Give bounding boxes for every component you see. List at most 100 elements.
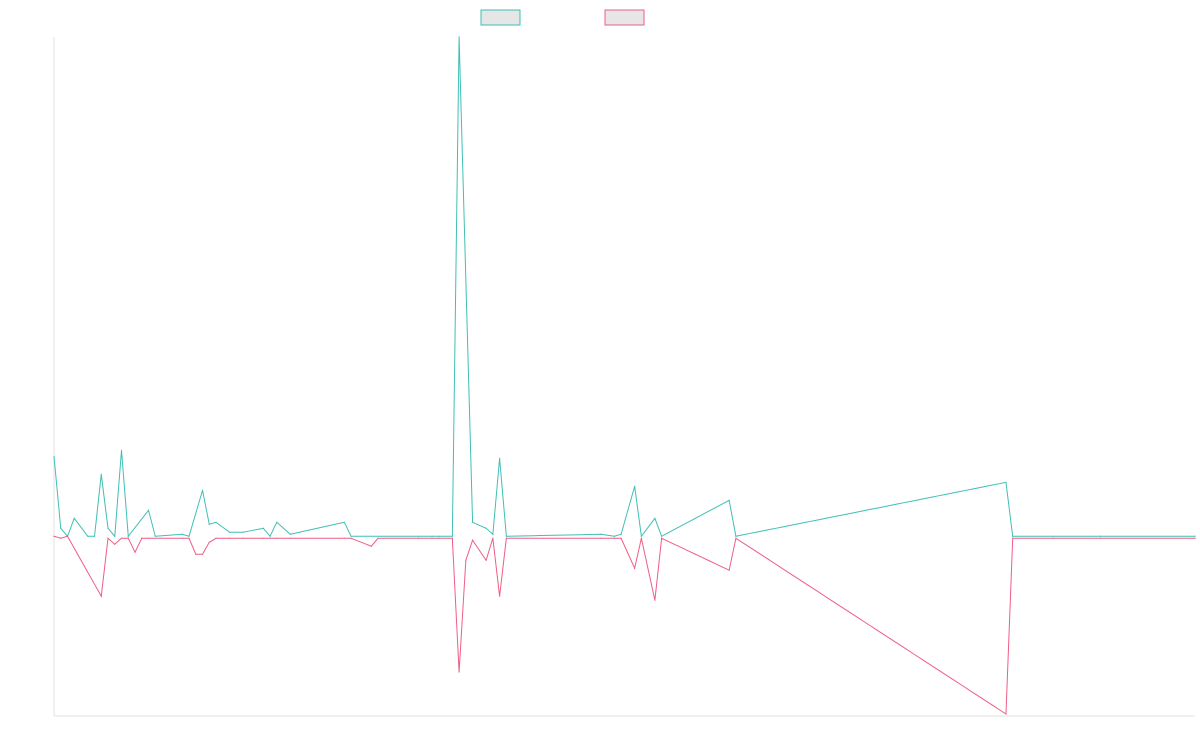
data-point-s1-17 xyxy=(215,521,217,523)
legend-swatch-1 xyxy=(480,9,521,26)
series-line-2 xyxy=(53,535,1195,715)
data-point-s2-14 xyxy=(201,553,204,555)
data-point-s2-28 xyxy=(431,537,433,539)
data-point-s1-31 xyxy=(471,521,474,523)
data-point-s2-12 xyxy=(188,537,190,539)
data-point-s1-43 xyxy=(728,499,730,501)
data-point-s2-6 xyxy=(120,537,123,539)
data-point-s1-33 xyxy=(492,533,494,535)
data-point-s2-37 xyxy=(505,537,507,539)
data-point-s2-47 xyxy=(1005,713,1007,715)
data-point-s2-44 xyxy=(661,537,663,539)
data-point-s1-21 xyxy=(269,535,271,537)
data-point-s2-32 xyxy=(465,559,467,561)
data-point-s2-26 xyxy=(377,537,379,539)
data-point-s2-30 xyxy=(451,537,453,539)
data-point-s1-14 xyxy=(188,535,190,537)
data-point-s2-29 xyxy=(438,537,440,539)
data-point-s2-19 xyxy=(262,537,264,539)
legend xyxy=(480,9,645,26)
data-point-s1-12 xyxy=(154,535,156,537)
data-point-s2-10 xyxy=(147,537,150,539)
data-point-s1-24 xyxy=(343,521,345,523)
data-point-s2-48 xyxy=(1012,537,1014,539)
data-point-s1-28 xyxy=(438,535,440,537)
data-point-s2-33 xyxy=(471,539,474,541)
data-point-s1-23 xyxy=(289,533,291,535)
data-point-s1-44 xyxy=(735,535,737,537)
data-point-s1-16 xyxy=(208,523,210,525)
data-point-s1-3 xyxy=(73,517,75,519)
data-point-s2-42 xyxy=(640,537,642,539)
data-point-s2-18 xyxy=(242,537,244,539)
data-point-s2-31 xyxy=(458,671,460,673)
data-point-s2-23 xyxy=(343,537,345,539)
data-point-s2-51 xyxy=(1194,537,1196,539)
data-point-s2-50 xyxy=(1099,537,1102,539)
data-point-s1-42 xyxy=(661,535,663,537)
data-point-s1-6 xyxy=(100,473,102,475)
series-group xyxy=(53,36,1196,715)
data-point-s1-4 xyxy=(87,535,89,537)
data-point-s1-25 xyxy=(350,535,352,537)
data-point-s2-0 xyxy=(53,535,55,537)
data-point-s2-22 xyxy=(289,537,291,539)
data-point-s2-35 xyxy=(492,537,494,539)
data-point-s2-39 xyxy=(613,537,615,539)
data-point-s1-22 xyxy=(276,521,278,523)
data-point-s2-43 xyxy=(654,599,656,601)
data-point-s2-5 xyxy=(114,543,116,545)
data-point-s2-46 xyxy=(735,537,737,539)
data-point-s1-11 xyxy=(147,509,150,511)
data-point-s2-34 xyxy=(485,559,487,561)
data-point-s2-2 xyxy=(66,535,69,537)
legend-swatch-2 xyxy=(604,9,645,26)
data-point-s1-46 xyxy=(1012,535,1014,537)
data-point-s2-9 xyxy=(141,537,143,539)
data-point-s1-48 xyxy=(1099,535,1102,537)
data-point-s2-41 xyxy=(634,567,636,569)
data-point-s1-41 xyxy=(654,517,656,519)
data-point-s2-36 xyxy=(499,595,501,597)
data-point-s2-13 xyxy=(195,553,197,555)
data-point-s1-18 xyxy=(228,531,231,533)
data-point-s2-11 xyxy=(181,537,183,539)
data-point-s2-4 xyxy=(107,537,109,539)
data-point-s2-25 xyxy=(370,545,372,547)
data-point-s1-32 xyxy=(485,527,487,529)
data-point-s1-40 xyxy=(640,535,642,537)
data-point-s1-15 xyxy=(201,489,204,491)
data-point-s2-49 xyxy=(1052,537,1054,539)
data-point-s2-24 xyxy=(350,537,352,539)
data-point-s1-1 xyxy=(60,527,62,529)
data-point-s1-0 xyxy=(53,455,55,457)
data-point-s1-19 xyxy=(242,531,244,533)
data-point-s1-27 xyxy=(431,535,433,537)
series-line-1 xyxy=(53,36,1195,538)
data-point-s1-45 xyxy=(1005,481,1007,483)
data-point-s2-16 xyxy=(215,537,217,539)
data-point-s2-38 xyxy=(600,537,602,539)
data-point-s1-49 xyxy=(1194,535,1196,537)
data-point-s1-20 xyxy=(262,527,264,529)
data-point-s1-38 xyxy=(620,533,622,535)
data-point-s2-17 xyxy=(228,537,231,539)
data-point-s2-21 xyxy=(276,537,278,539)
data-point-s1-37 xyxy=(613,535,615,537)
data-point-s1-9 xyxy=(120,449,123,451)
data-point-s2-27 xyxy=(417,537,420,539)
data-point-s1-8 xyxy=(114,535,116,537)
data-point-s2-45 xyxy=(728,569,730,571)
data-point-s2-40 xyxy=(620,537,622,539)
data-point-s1-29 xyxy=(451,535,453,537)
data-point-s2-1 xyxy=(60,537,62,539)
data-point-s1-10 xyxy=(127,535,129,537)
axes xyxy=(53,37,1195,717)
data-point-s1-30 xyxy=(458,36,460,38)
data-point-s1-36 xyxy=(600,533,602,535)
data-point-s2-15 xyxy=(208,541,210,543)
data-point-s2-8 xyxy=(134,551,136,553)
data-point-s1-26 xyxy=(417,535,420,537)
